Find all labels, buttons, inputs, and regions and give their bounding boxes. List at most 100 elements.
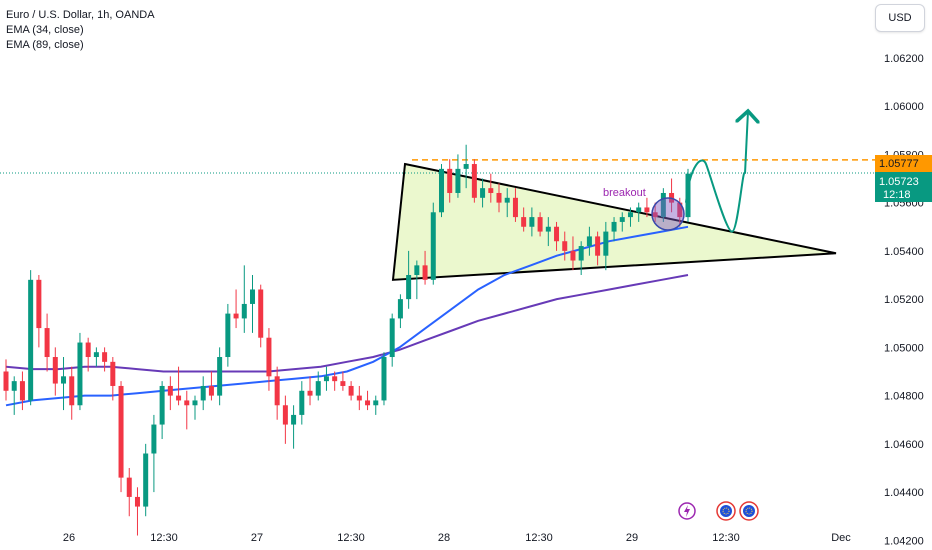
x-tick-label: Dec [831, 532, 851, 544]
candle-body [184, 400, 190, 406]
candle-body [521, 217, 527, 227]
currency-button[interactable]: USD [875, 4, 925, 32]
candle-body [406, 275, 412, 300]
candle-body [373, 400, 379, 406]
candle-body [611, 221, 617, 232]
candle-body [250, 289, 256, 304]
candle-body [619, 217, 625, 222]
y-tick-label: 1.04400 [884, 487, 924, 499]
candle-body [447, 168, 453, 193]
x-tick-label: 12:30 [712, 532, 740, 544]
candle-body [586, 236, 592, 247]
candle-body [455, 168, 461, 193]
level-badge-value: 1.05777 [879, 158, 919, 170]
candle-body [323, 376, 329, 382]
candle-body [356, 395, 362, 401]
candle-body [315, 381, 321, 396]
x-tick-label: 28 [438, 532, 450, 544]
candle-body [69, 376, 75, 406]
candles [3, 144, 691, 536]
x-tick-label: 12:30 [525, 532, 553, 544]
y-tick-label: 1.05000 [884, 342, 924, 354]
candle-body [595, 236, 601, 256]
candle-body [504, 197, 510, 203]
projection-arrow[interactable] [685, 111, 748, 233]
symbol-title[interactable]: Euro / U.S. Dollar, 1h, OANDA [6, 9, 155, 21]
candle-body [241, 303, 247, 319]
y-tick-label: 1.06000 [884, 101, 924, 113]
candle-body [143, 453, 149, 507]
ema34-label[interactable]: EMA (34, close) [6, 24, 84, 36]
candle-body [126, 477, 132, 497]
candle-body [480, 188, 486, 198]
y-tick-label: 1.04200 [884, 535, 924, 547]
price-badge [875, 172, 932, 202]
candle-body [3, 371, 9, 391]
candle-body [463, 164, 469, 169]
candle-body [52, 357, 58, 384]
candle-body [397, 299, 403, 319]
level-badge [875, 155, 932, 172]
candle-body [537, 217, 543, 232]
y-tick-label: 1.04800 [884, 391, 924, 403]
candle-body [93, 352, 99, 358]
candle-body [562, 241, 568, 251]
candle-body [381, 357, 387, 401]
flag-icon[interactable] [739, 501, 759, 521]
candle-body [85, 342, 91, 358]
candle-body [274, 376, 280, 406]
y-tick-label: 1.05200 [884, 294, 924, 306]
x-tick-label: 12:30 [337, 532, 365, 544]
y-tick-label: 1.06200 [884, 53, 924, 65]
breakout-label: breakout [603, 187, 646, 199]
candle-body [208, 385, 214, 396]
candle-body [77, 342, 83, 406]
candle-body [110, 361, 116, 386]
chart-legend: Euro / U.S. Dollar, 1h, OANDA EMA (34, c… [6, 8, 155, 53]
time-axis[interactable]: 26 12:30 27 12:30 28 12:30 29 12:30 Dec [63, 532, 851, 544]
candle-body [36, 279, 42, 329]
candle-body [422, 265, 428, 280]
candle-body [627, 212, 633, 218]
candle-body [389, 318, 395, 358]
x-tick-label: 26 [63, 532, 75, 544]
breakout-circle[interactable] [651, 197, 685, 231]
ema89-line [5, 274, 689, 373]
candle-body [332, 376, 338, 382]
breakout-marker[interactable]: breakout [603, 187, 685, 231]
candle-body [61, 376, 67, 384]
price-axis[interactable]: 1.064001.062001.060001.058001.056001.054… [884, 5, 924, 548]
candle-body [11, 381, 17, 391]
event-icons[interactable] [678, 501, 759, 521]
candle-body [118, 385, 124, 478]
candle-body [685, 173, 691, 218]
projection-path[interactable] [685, 111, 748, 233]
candle-body [307, 390, 313, 396]
candle-body [151, 424, 157, 454]
candle-body [225, 313, 231, 358]
ema89-label[interactable]: EMA (89, close) [6, 39, 84, 51]
candle-body [159, 385, 165, 425]
candle-body [291, 414, 297, 425]
candle-body [438, 168, 444, 213]
candle-body [652, 212, 658, 218]
candle-body [554, 226, 560, 242]
candle-body [19, 381, 25, 401]
candle-body [192, 400, 198, 406]
candle-body [28, 279, 34, 401]
flag-icon[interactable] [716, 501, 736, 521]
candle-body [340, 381, 346, 386]
y-tick-label: 1.04600 [884, 439, 924, 451]
resistance-level[interactable] [0, 159, 875, 174]
candle-body [134, 496, 140, 507]
candle-body [644, 207, 650, 213]
candle-body [496, 192, 502, 203]
candle-body [414, 265, 420, 275]
candle-body [258, 289, 264, 338]
candle-body [603, 231, 609, 256]
lightning-icon[interactable] [678, 502, 696, 520]
candle-body [266, 337, 272, 377]
candle-body [365, 400, 371, 406]
candle-body [217, 357, 223, 396]
